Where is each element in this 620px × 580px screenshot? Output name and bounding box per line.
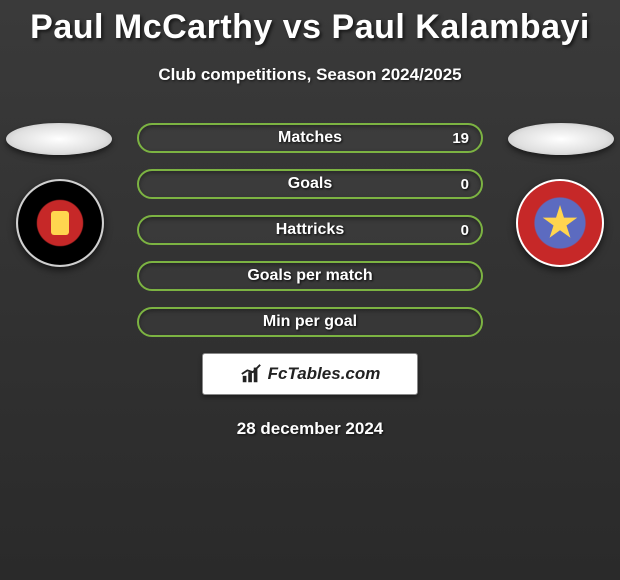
stat-label: Goals <box>139 171 481 197</box>
stat-label: Min per goal <box>139 309 481 335</box>
page-title: Paul McCarthy vs Paul Kalambayi <box>0 0 620 47</box>
stat-label: Hattricks <box>139 217 481 243</box>
player-right-avatar-placeholder <box>508 123 614 155</box>
stat-label: Matches <box>139 125 481 151</box>
stat-value-right <box>457 309 481 335</box>
stat-row: Matches 19 <box>137 123 483 153</box>
stat-row: Hattricks 0 <box>137 215 483 245</box>
bar-chart-icon <box>240 363 262 385</box>
stat-row: Goals 0 <box>137 169 483 199</box>
player-left-avatar-placeholder <box>6 123 112 155</box>
club-badge-left <box>16 179 104 267</box>
stat-row: Min per goal <box>137 307 483 337</box>
stat-value-right: 19 <box>440 125 481 151</box>
club-badge-right <box>516 179 604 267</box>
stat-row: Goals per match <box>137 261 483 291</box>
comparison-stage: Matches 19 Goals 0 Hattricks 0 Goals per… <box>0 123 620 439</box>
brand-watermark: FcTables.com <box>202 353 418 395</box>
page-subtitle: Club competitions, Season 2024/2025 <box>0 65 620 85</box>
stat-value-right: 0 <box>449 217 481 243</box>
stat-rows: Matches 19 Goals 0 Hattricks 0 Goals per… <box>137 123 483 337</box>
stat-label: Goals per match <box>139 263 481 289</box>
stat-value-right <box>457 263 481 289</box>
brand-text: FcTables.com <box>268 364 381 384</box>
comparison-date: 28 december 2024 <box>0 419 620 439</box>
stat-value-right: 0 <box>449 171 481 197</box>
